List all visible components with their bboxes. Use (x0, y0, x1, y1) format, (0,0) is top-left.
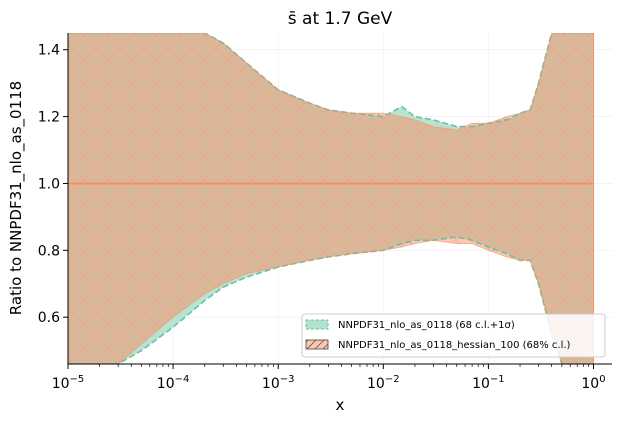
legend-swatch-series-2-hatch (306, 340, 328, 349)
legend-label-series-1: NNPDF31_nlo_as_0118 (68 c.l.+1σ) (338, 320, 515, 331)
y-tick-label: 1.0 (38, 176, 60, 192)
x-tick-label: 10−3 (262, 374, 295, 392)
x-tick-label: 10−2 (367, 374, 400, 392)
series-2-hatch (68, 33, 594, 364)
x-axis-label: x (336, 396, 345, 414)
x-tick-label: 10−1 (472, 374, 505, 392)
y-axis-label: Ratio to NNPDF31_nlo_as_0118 (7, 81, 26, 315)
x-ticks: 10−5 10−4 10−3 10−2 10−1 100 (52, 364, 606, 392)
series-2-lower-edge (68, 239, 594, 364)
legend: NNPDF31_nlo_as_0118 (68 c.l.+1σ) NNPDF31… (301, 313, 606, 358)
plot-area (68, 33, 594, 364)
x-tick-label: 10−5 (52, 374, 85, 392)
y-tick-label: 0.8 (38, 243, 60, 259)
chart-title: s̄ at 1.7 GeV (288, 9, 393, 29)
y-tick-label: 1.4 (38, 43, 60, 59)
y-ticks: 0.6 0.8 1.0 1.2 1.4 (38, 43, 68, 326)
y-tick-label: 1.2 (38, 110, 60, 126)
x-tick-label: 100 (581, 374, 605, 392)
x-tick-label: 10−4 (157, 374, 190, 392)
legend-label-series-2: NNPDF31_nlo_as_0118_hessian_100 (68% c.l… (338, 340, 571, 351)
series-2-upper-edge (68, 33, 594, 131)
y-tick-label: 0.6 (38, 310, 60, 326)
legend-swatch-series-1 (305, 319, 329, 330)
legend-box (301, 313, 606, 358)
